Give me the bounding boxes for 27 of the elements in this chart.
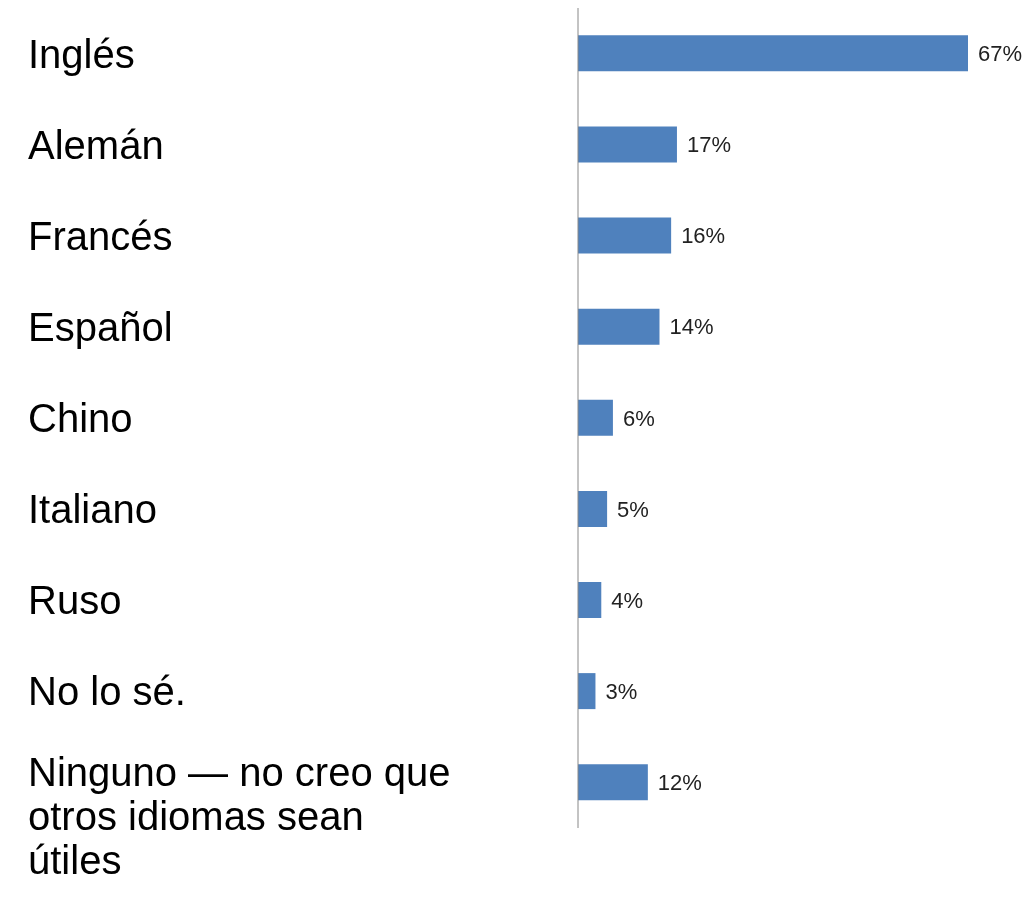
bar bbox=[578, 490, 608, 527]
data-label: 17% bbox=[686, 132, 731, 158]
y-tick-label: Chino bbox=[28, 396, 133, 440]
data-label: 12% bbox=[657, 770, 702, 796]
data-label: 6% bbox=[622, 405, 655, 431]
bar bbox=[578, 582, 602, 618]
data-label: 14% bbox=[669, 314, 714, 340]
y-tick-label: Ruso bbox=[28, 578, 122, 623]
data-label: 67% bbox=[978, 41, 1023, 67]
bar bbox=[578, 399, 613, 436]
bar bbox=[578, 35, 968, 72]
bar bbox=[578, 673, 596, 710]
data-label: 5% bbox=[617, 496, 649, 522]
bar bbox=[578, 126, 677, 163]
y-tick-label: Italiano bbox=[28, 487, 157, 532]
y-tick-label: No lo sé. bbox=[28, 669, 186, 714]
y-tick-label: Inglés bbox=[28, 31, 135, 76]
data-label: 3% bbox=[605, 678, 638, 704]
data-label: 16% bbox=[681, 223, 726, 249]
y-tick-label: Francés bbox=[28, 213, 173, 258]
bar bbox=[578, 217, 672, 254]
y-tick-label: Español bbox=[28, 304, 173, 349]
data-label: 4% bbox=[611, 587, 644, 613]
bar bbox=[578, 308, 660, 345]
bar bbox=[578, 764, 648, 801]
y-tick-label: Ninguno — no creo que otros idiomas sean útiles bbox=[28, 750, 451, 883]
y-tick-label: Alemán bbox=[28, 122, 164, 167]
